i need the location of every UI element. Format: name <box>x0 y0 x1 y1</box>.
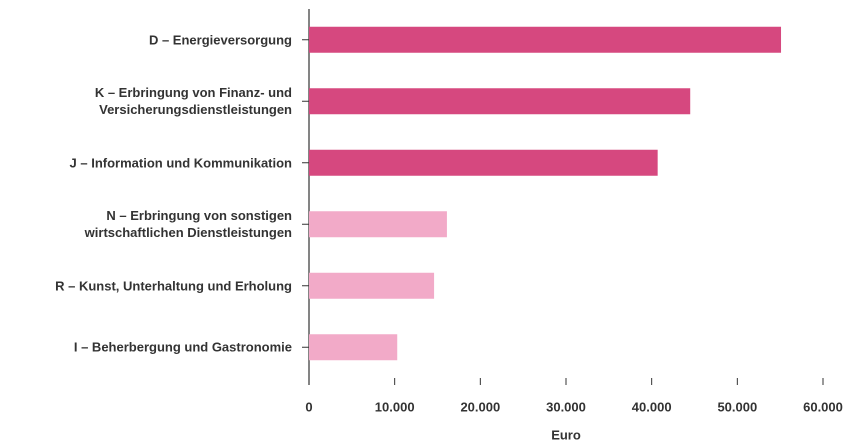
x-tick-label: 40.000 <box>632 399 672 414</box>
x-tick-label: 30.000 <box>546 399 586 414</box>
x-tick-label: 60.000 <box>803 399 843 414</box>
y-tick-label: J – Information und Kommunikation <box>69 155 292 171</box>
x-tick-label: 20.000 <box>460 399 500 414</box>
y-tick-label: K – Erbringung von Finanz- und Versicher… <box>94 85 292 118</box>
bar <box>309 211 447 238</box>
bar <box>309 272 435 299</box>
x-tick-label: 10.000 <box>375 399 415 414</box>
bar <box>309 88 691 115</box>
y-tick-label: R – Kunst, Unterhaltung und Erholung <box>55 278 292 294</box>
x-tick-label: 0 <box>305 399 312 414</box>
x-tick-label: 50.000 <box>717 399 757 414</box>
y-tick-label: N – Erbringung von sonstigen wirtschaftl… <box>84 208 292 241</box>
bar <box>309 26 782 53</box>
bar <box>309 149 658 176</box>
y-tick-label: I – Beherbergung und Gastronomie <box>73 339 292 355</box>
x-axis-label: Euro <box>551 427 581 442</box>
y-tick-label: D – Energieversorgung <box>148 32 292 48</box>
bar <box>309 334 398 361</box>
